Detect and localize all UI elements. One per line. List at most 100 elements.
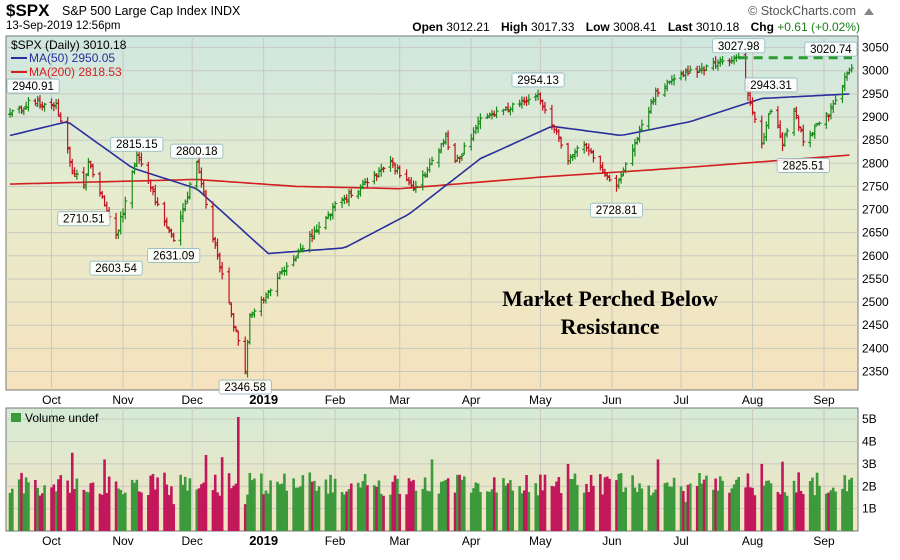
volume-bar xyxy=(117,488,120,531)
volume-bar xyxy=(426,490,429,531)
volume-bar xyxy=(260,473,263,531)
volume-x-tick-label: Jun xyxy=(602,534,621,548)
volume-bar xyxy=(216,492,219,531)
y-tick-label: 2600 xyxy=(862,249,889,263)
volume-bar xyxy=(534,483,538,531)
volume-bar xyxy=(799,490,803,531)
volume-bar xyxy=(714,478,717,531)
volume-bar xyxy=(91,482,95,531)
volume-bar xyxy=(543,474,547,531)
volume-bar xyxy=(230,488,233,531)
volume-bar xyxy=(407,478,411,531)
volume-bar xyxy=(845,491,849,531)
volume-bar xyxy=(682,490,685,531)
annotation-line-1: Market Perched Below xyxy=(502,286,718,311)
ma50-line xyxy=(9,93,850,255)
volume-bar xyxy=(506,483,510,531)
volume-bar xyxy=(670,486,674,531)
volume-bar xyxy=(638,483,641,531)
y-tick-label: 2900 xyxy=(862,110,889,124)
volume-bar xyxy=(405,494,408,531)
volume-bar xyxy=(227,473,231,531)
chg-label: Chg xyxy=(750,20,774,34)
volume-bar xyxy=(317,486,321,531)
volume-bar xyxy=(310,481,314,531)
volume-bar xyxy=(70,452,74,531)
volume-bar xyxy=(735,479,738,531)
volume-bar xyxy=(54,491,58,531)
volume-bar xyxy=(280,483,284,531)
x-tick-label: Oct xyxy=(42,393,61,407)
volume-bar xyxy=(615,480,618,531)
volume-bar xyxy=(276,481,279,531)
volume-bar xyxy=(278,484,282,531)
volume-bar xyxy=(442,481,445,531)
volume-bar xyxy=(813,495,817,531)
high-label: High xyxy=(501,20,528,34)
volume-bar xyxy=(105,493,109,531)
volume-bar xyxy=(283,473,286,531)
volume-bar xyxy=(151,474,155,531)
y-tick-label: 2750 xyxy=(862,179,889,193)
volume-bar xyxy=(472,488,475,531)
volume-bar xyxy=(716,490,720,531)
volume-bar xyxy=(393,475,397,531)
volume-bar xyxy=(437,493,441,531)
volume-bar xyxy=(765,480,768,531)
volume-bar xyxy=(135,479,139,531)
volume-bar xyxy=(220,457,224,531)
volume-bar xyxy=(700,483,704,531)
volume-bar xyxy=(571,479,574,531)
volume-bar xyxy=(202,482,206,531)
volume-bar xyxy=(331,492,335,531)
volume-bar xyxy=(702,479,706,531)
volume-y-tick-label: 5B xyxy=(862,412,877,426)
volume-legend: Volume undef xyxy=(11,411,99,425)
open-value: 3012.21 xyxy=(446,20,490,34)
volume-bar xyxy=(349,483,353,531)
price-label-box xyxy=(218,379,272,395)
volume-bar xyxy=(479,491,482,531)
volume-bar xyxy=(87,492,90,531)
volume-bar xyxy=(695,485,699,531)
volume-bar xyxy=(592,485,595,531)
volume-bar xyxy=(197,488,201,531)
volume-bar xyxy=(179,474,182,531)
volume-bar xyxy=(27,482,30,531)
volume-bar xyxy=(605,476,609,531)
volume-bar xyxy=(183,476,187,531)
legend-price: $SPX (Daily) 3010.18 xyxy=(11,38,127,52)
x-tick-label: 2019 xyxy=(249,392,278,407)
volume-bar xyxy=(783,492,787,531)
volume-x-tick-label: Aug xyxy=(742,534,763,548)
volume-bar xyxy=(557,477,561,531)
volume-bar xyxy=(98,493,102,531)
y-tick-label: 2500 xyxy=(862,295,889,309)
volume-bar xyxy=(492,477,496,531)
volume-bar xyxy=(444,479,448,531)
volume-bar xyxy=(43,485,46,531)
price-label: 2631.09 xyxy=(153,250,195,262)
volume-x-tick-label: Mar xyxy=(389,534,410,548)
volume-bar xyxy=(753,495,757,531)
volume-bar xyxy=(762,485,766,531)
volume-x-tick-label: Oct xyxy=(42,534,61,548)
volume-bar xyxy=(663,483,667,531)
volume-bar xyxy=(705,475,708,531)
volume-bar xyxy=(622,491,625,531)
x-tick-label: Jun xyxy=(602,393,621,407)
volume-bar xyxy=(153,489,157,531)
volume-bar xyxy=(539,474,542,531)
volume-bar xyxy=(156,477,159,531)
volume-bar xyxy=(11,488,14,531)
volume-bar xyxy=(672,477,676,531)
collapse-triangle-icon[interactable] xyxy=(864,8,874,15)
price-label: 3027.98 xyxy=(718,41,760,53)
volume-bar xyxy=(100,494,104,531)
symbol-description: S&P 500 Large Cap Index INDX xyxy=(62,4,241,18)
y-tick-label: 2950 xyxy=(862,87,889,101)
volume-bar xyxy=(264,490,268,531)
volume-bar xyxy=(566,463,570,531)
volume-bar xyxy=(121,494,125,531)
volume-bar xyxy=(57,479,60,531)
